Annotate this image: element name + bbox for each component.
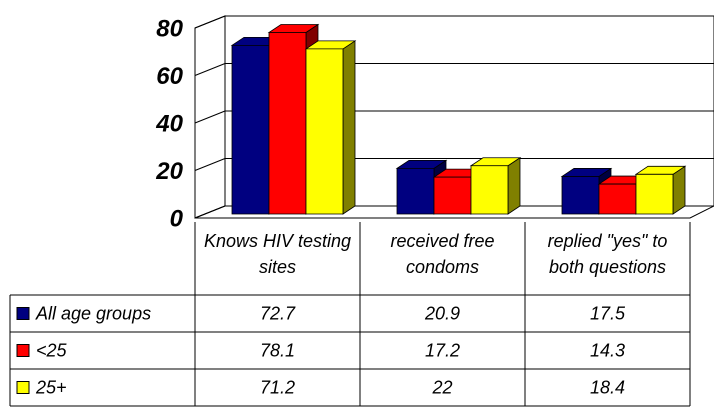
- bar-front: [598, 183, 637, 215]
- y-tick-label: 40: [155, 110, 183, 137]
- grid-line-side: [194, 63, 226, 76]
- bar-front: [305, 48, 344, 215]
- table-value: 72.7: [260, 303, 296, 323]
- y-tick-label: 0: [170, 205, 184, 232]
- bar-front: [433, 176, 472, 215]
- bar: [634, 165, 687, 215]
- grid-line-side: [194, 15, 226, 29]
- grid-line-side: [194, 158, 226, 171]
- legend-key: [16, 344, 30, 357]
- table-value: 14.3: [590, 340, 625, 360]
- bar-front: [470, 165, 509, 215]
- table-value: 17.5: [590, 303, 626, 323]
- legend-key: [16, 307, 30, 320]
- legend-label: 25+: [35, 377, 67, 397]
- bar-front: [635, 173, 674, 215]
- grid-line-side: [194, 110, 226, 124]
- bar-front: [561, 176, 600, 215]
- x-tick-label: received free condoms: [390, 231, 495, 277]
- x-tick-label: replied "yes" to both questions: [547, 231, 668, 277]
- grid-line-side: [194, 205, 226, 219]
- bar-side: [342, 40, 356, 215]
- table-value: 17.2: [425, 340, 460, 360]
- x-tick-label: Knows HIV testing sites: [203, 231, 352, 277]
- legend-key: [16, 381, 30, 394]
- y-tick-label: 60: [156, 63, 183, 90]
- table-value: 78.1: [260, 340, 295, 360]
- table-value: 20.9: [424, 303, 460, 323]
- bar-front: [231, 44, 270, 215]
- bar: [304, 40, 357, 215]
- table-value: 71.2: [260, 377, 295, 397]
- bar-front: [268, 32, 307, 215]
- table-value: 22: [431, 377, 452, 397]
- bar-front: [396, 167, 435, 215]
- y-tick-label: 20: [155, 158, 183, 185]
- y-tick-label: 80: [156, 15, 183, 42]
- legend-label: <25: [36, 340, 68, 360]
- bar-side: [507, 157, 521, 215]
- table-value: 18.4: [590, 377, 625, 397]
- legend-label: All age groups: [35, 303, 151, 323]
- bar: [469, 157, 522, 215]
